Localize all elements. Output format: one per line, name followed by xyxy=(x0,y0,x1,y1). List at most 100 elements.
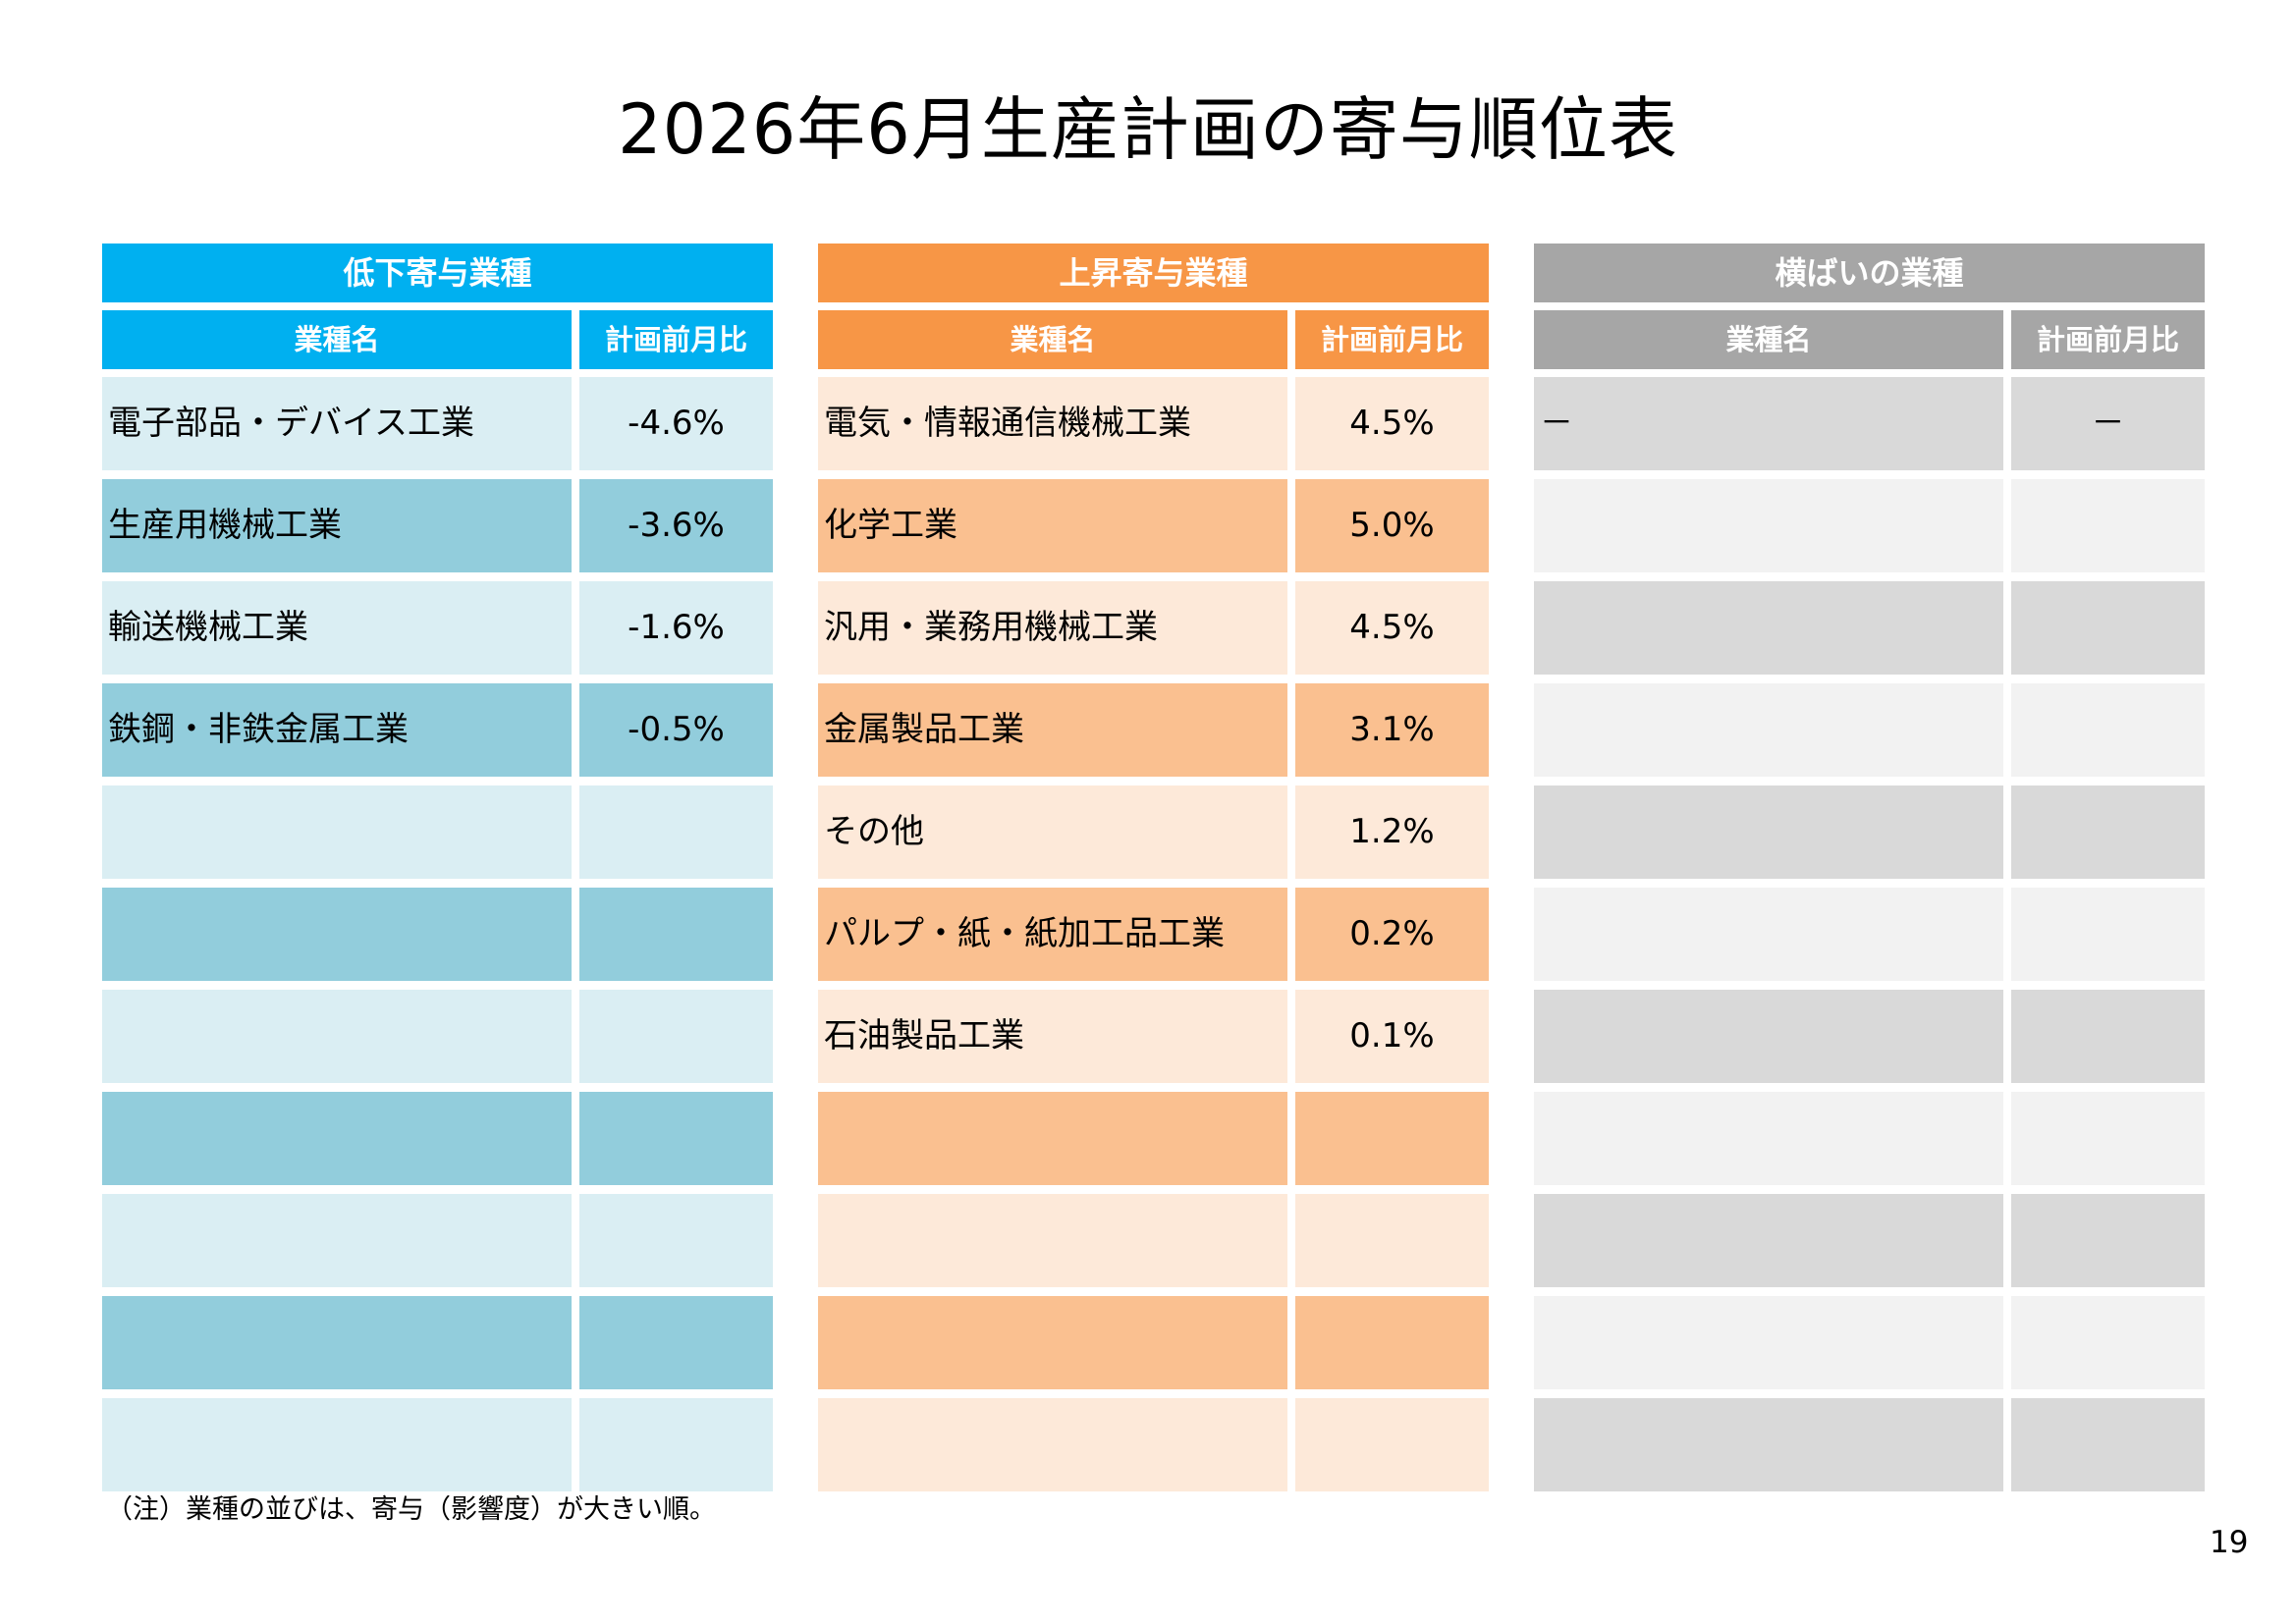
table-row xyxy=(1534,1194,2205,1287)
rise-contribution-table: 上昇寄与業種 業種名 計画前月比 電気・情報通信機械工業 4.5% 化学工業 5.0%… xyxy=(818,244,1489,1491)
planned-mom-value-cell xyxy=(1295,1092,1489,1185)
industry-name-cell xyxy=(102,785,572,879)
decline-table-body: 電子部品・デバイス工業 -4.6% 生産用機械工業 -3.6% 輸送機械工業 -1.6% 鉄… xyxy=(102,377,773,1491)
table-row xyxy=(102,1092,773,1185)
industry-name-cell: － xyxy=(1534,377,2003,470)
planned-mom-value-cell: 4.5% xyxy=(1295,377,1489,470)
flat-table-header: 横ばいの業種 xyxy=(1534,244,2205,302)
industry-name-cell xyxy=(102,1092,572,1185)
planned-mom-value-cell xyxy=(2011,990,2205,1083)
planned-mom-value-cell: -1.6% xyxy=(579,581,773,675)
page-title: 2026年6月生産計画の寄与順位表 xyxy=(618,89,1678,170)
industry-name-cell xyxy=(1534,1194,2003,1287)
planned-mom-value-cell xyxy=(579,785,773,879)
table-row xyxy=(818,1398,1489,1491)
table-row xyxy=(1534,479,2205,572)
planned-mom-value-cell: － xyxy=(2011,377,2205,470)
table-row: 金属製品工業 3.1% xyxy=(818,683,1489,777)
table-row xyxy=(1534,785,2205,879)
industry-name-cell xyxy=(1534,479,2003,572)
planned-mom-value-cell: 5.0% xyxy=(1295,479,1489,572)
planned-mom-value-cell xyxy=(1295,1398,1489,1491)
table-row xyxy=(102,785,773,879)
industry-name-cell xyxy=(1534,1092,2003,1185)
table-row xyxy=(1534,1092,2205,1185)
table-row xyxy=(102,1398,773,1491)
table-row: 化学工業 5.0% xyxy=(818,479,1489,572)
planned-mom-value-cell xyxy=(2011,888,2205,981)
decline-table-header: 低下寄与業種 xyxy=(102,244,773,302)
planned-mom-value-cell xyxy=(2011,1296,2205,1389)
rise-table-header: 上昇寄与業種 xyxy=(818,244,1489,302)
industry-name-cell xyxy=(1534,888,2003,981)
decline-contribution-table: 低下寄与業種 業種名 計画前月比 電子部品・デバイス工業 -4.6% 生産用機械工業… xyxy=(102,244,773,1491)
industry-name-column-header: 業種名 xyxy=(818,310,1287,369)
industry-name-cell xyxy=(102,1296,572,1389)
flat-industries-table: 横ばいの業種 業種名 計画前月比 －－ xyxy=(1534,244,2205,1491)
planned-mom-value-cell xyxy=(579,1194,773,1287)
planned-mom-value-cell xyxy=(579,990,773,1083)
industry-name-cell xyxy=(818,1194,1287,1287)
table-row: パルプ・紙・紙加工品工業 0.2% xyxy=(818,888,1489,981)
table-row xyxy=(1534,1296,2205,1389)
planned-mom-value-cell: 1.2% xyxy=(1295,785,1489,879)
table-row: 輸送機械工業 -1.6% xyxy=(102,581,773,675)
planned-mom-value-cell xyxy=(1295,1194,1489,1287)
industry-name-cell xyxy=(102,888,572,981)
industry-name-cell: 輸送機械工業 xyxy=(102,581,572,675)
table-row: 汎用・業務用機械工業 4.5% xyxy=(818,581,1489,675)
industry-name-cell: 化学工業 xyxy=(818,479,1287,572)
planned-mom-column-header: 計画前月比 xyxy=(579,310,773,369)
industry-name-column-header: 業種名 xyxy=(102,310,572,369)
industry-name-column-header: 業種名 xyxy=(1534,310,2003,369)
planned-mom-value-cell xyxy=(579,1398,773,1491)
planned-mom-value-cell xyxy=(2011,1398,2205,1491)
decline-column-headers: 業種名 計画前月比 xyxy=(102,310,773,369)
table-row xyxy=(102,888,773,981)
table-row xyxy=(102,1296,773,1389)
table-row: －－ xyxy=(1534,377,2205,470)
industry-name-cell xyxy=(1534,683,2003,777)
planned-mom-value-cell: -0.5% xyxy=(579,683,773,777)
industry-name-cell xyxy=(818,1092,1287,1185)
table-row xyxy=(818,1296,1489,1389)
industry-name-cell xyxy=(1534,990,2003,1083)
planned-mom-value-cell xyxy=(579,1092,773,1185)
planned-mom-value-cell xyxy=(2011,581,2205,675)
table-row: その他 1.2% xyxy=(818,785,1489,879)
planned-mom-value-cell xyxy=(579,1296,773,1389)
industry-name-cell: パルプ・紙・紙加工品工業 xyxy=(818,888,1287,981)
table-row xyxy=(1534,683,2205,777)
planned-mom-value-cell xyxy=(579,888,773,981)
planned-mom-value-cell: 0.2% xyxy=(1295,888,1489,981)
rise-table-body: 電気・情報通信機械工業 4.5% 化学工業 5.0% 汎用・業務用機械工業 4.5% 金属製… xyxy=(818,377,1489,1491)
industry-name-cell: 生産用機械工業 xyxy=(102,479,572,572)
table-row xyxy=(818,1194,1489,1287)
industry-name-cell xyxy=(1534,1296,2003,1389)
industry-name-cell xyxy=(818,1398,1287,1491)
table-row xyxy=(102,990,773,1083)
rise-column-headers: 業種名 計画前月比 xyxy=(818,310,1489,369)
planned-mom-value-cell xyxy=(2011,479,2205,572)
industry-name-cell xyxy=(102,990,572,1083)
industry-name-cell: 石油製品工業 xyxy=(818,990,1287,1083)
page-number: 19 xyxy=(2210,1525,2249,1560)
planned-mom-value-cell xyxy=(2011,1194,2205,1287)
table-row xyxy=(1534,888,2205,981)
industry-name-cell: 電子部品・デバイス工業 xyxy=(102,377,572,470)
planned-mom-value-cell xyxy=(2011,1092,2205,1185)
industry-name-cell xyxy=(1534,1398,2003,1491)
industry-name-cell: 汎用・業務用機械工業 xyxy=(818,581,1287,675)
table-row: 生産用機械工業 -3.6% xyxy=(102,479,773,572)
industry-name-cell: その他 xyxy=(818,785,1287,879)
flat-column-headers: 業種名 計画前月比 xyxy=(1534,310,2205,369)
table-row: 石油製品工業 0.1% xyxy=(818,990,1489,1083)
planned-mom-value-cell: 3.1% xyxy=(1295,683,1489,777)
industry-name-cell xyxy=(102,1398,572,1491)
industry-name-cell xyxy=(102,1194,572,1287)
planned-mom-value-cell xyxy=(2011,785,2205,879)
table-row: 電気・情報通信機械工業 4.5% xyxy=(818,377,1489,470)
industry-name-cell xyxy=(1534,785,2003,879)
planned-mom-value-cell: -3.6% xyxy=(579,479,773,572)
table-row xyxy=(1534,990,2205,1083)
